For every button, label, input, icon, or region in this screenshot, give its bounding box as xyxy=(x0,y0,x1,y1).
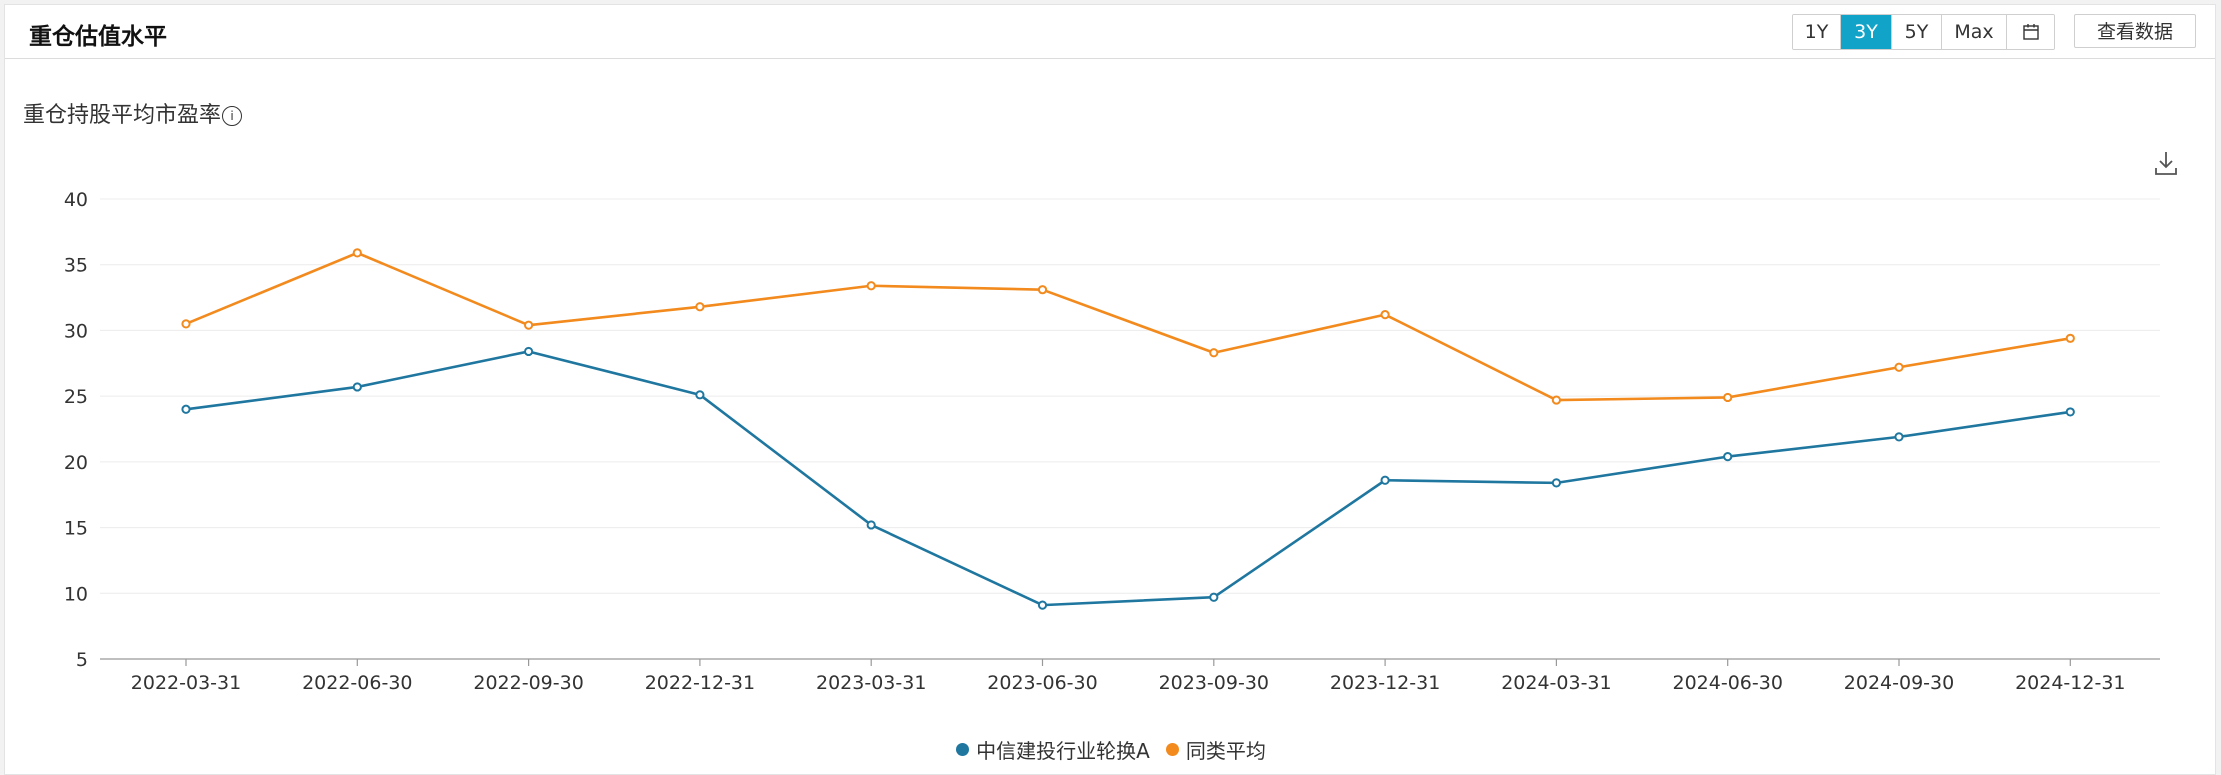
range-1y-button[interactable]: 1Y xyxy=(1793,15,1841,49)
legend-item-fund[interactable]: 中信建投行业轮换A xyxy=(956,735,1150,764)
series-2-point xyxy=(181,319,191,329)
range-max-button[interactable]: Max xyxy=(1942,15,2007,49)
legend-marker-fund xyxy=(956,743,970,756)
x-tick-label: 2024-12-31 xyxy=(2015,672,2125,694)
y-tick-label: 10 xyxy=(64,583,88,605)
x-tick-label: 2022-09-30 xyxy=(473,672,583,694)
range-selector: 1Y 3Y 5Y Max xyxy=(1792,14,2055,50)
series-1-point xyxy=(695,390,705,400)
series-2-point xyxy=(1551,395,1562,405)
legend-label-fund: 中信建投行业轮换A xyxy=(976,739,1150,763)
series-2-point xyxy=(1894,362,1904,372)
series-2-point xyxy=(2065,333,2075,343)
view-data-button[interactable]: 查看数据 xyxy=(2074,14,2196,48)
x-tick-label: 2024-09-30 xyxy=(1844,672,1954,694)
series-1-point xyxy=(1380,475,1390,485)
x-tick-label: 2023-03-31 xyxy=(816,672,926,694)
series-1-point xyxy=(1037,600,1048,610)
panel-header: 重仓估值水平 1Y 3Y 5Y Max 查看数据 xyxy=(5,5,2215,59)
series-line-1 xyxy=(185,350,2071,607)
series-2-point xyxy=(1209,348,1219,358)
range-5y-button[interactable]: 5Y xyxy=(1892,15,1942,49)
download-icon[interactable] xyxy=(2153,149,2179,177)
series-2-point xyxy=(1380,310,1390,320)
series-1-point xyxy=(1551,478,1562,488)
chart-legend: 中信建投行业轮换A 同类平均 xyxy=(5,735,2217,764)
chart-subtitle-text: 重仓持股平均市盈率 xyxy=(23,103,222,128)
panel-title: 重仓估值水平 xyxy=(29,24,167,50)
y-tick-label: 20 xyxy=(64,452,88,474)
legend-label-peer-average: 同类平均 xyxy=(1185,739,1266,763)
y-tick-label: 35 xyxy=(64,255,88,277)
series-2-point xyxy=(695,302,705,312)
series-2-point xyxy=(1037,285,1048,295)
series-1-point xyxy=(1723,452,1733,462)
series-1-point xyxy=(866,520,876,530)
series-1-point xyxy=(2065,407,2075,417)
calendar-icon xyxy=(2022,24,2039,40)
series-2-point xyxy=(524,320,534,330)
x-tick-label: 2023-09-30 xyxy=(1159,672,1269,694)
x-tick-label: 2022-03-31 xyxy=(131,672,241,694)
calendar-button[interactable] xyxy=(2007,15,2054,49)
series-2-point xyxy=(1723,392,1733,403)
info-icon[interactable]: i xyxy=(222,106,243,126)
series-2-point xyxy=(352,248,362,258)
series-1-point xyxy=(1894,432,1904,442)
valuation-panel: 重仓估值水平 1Y 3Y 5Y Max 查看数据 重仓持股平均市盈率 i 5 10 1… xyxy=(4,4,2216,775)
series-2-point xyxy=(866,281,876,291)
series-line-2 xyxy=(185,251,2071,402)
x-tick-label: 2024-06-30 xyxy=(1672,672,1782,694)
chart-subtitle: 重仓持股平均市盈率 i xyxy=(23,97,243,129)
series-1-point xyxy=(181,404,191,414)
y-tick-label: 15 xyxy=(64,518,88,540)
line-chart: 5 10 15 20 25 30 35 40 2022-03-31 2022-06-30 2022-… xyxy=(64,189,2160,694)
range-3y-button[interactable]: 3Y xyxy=(1841,15,1892,49)
y-tick-label: 25 xyxy=(64,386,88,408)
x-tick-label: 2022-06-30 xyxy=(302,672,412,694)
series-1-point xyxy=(352,382,362,392)
legend-marker-peer-average xyxy=(1165,743,1179,756)
x-tick-label: 2024-03-31 xyxy=(1501,672,1611,694)
series-1-point xyxy=(524,346,534,357)
x-tick-label: 2023-12-31 xyxy=(1330,672,1440,694)
x-tick-label: 2022-12-31 xyxy=(645,672,755,694)
legend-item-peer-average[interactable]: 同类平均 xyxy=(1165,735,1266,764)
x-tick-label: 2023-06-30 xyxy=(987,672,1097,694)
y-tick-label: 5 xyxy=(76,649,88,671)
series-1-point xyxy=(1209,592,1219,602)
y-tick-label: 40 xyxy=(64,189,88,211)
y-tick-label: 30 xyxy=(64,320,88,342)
